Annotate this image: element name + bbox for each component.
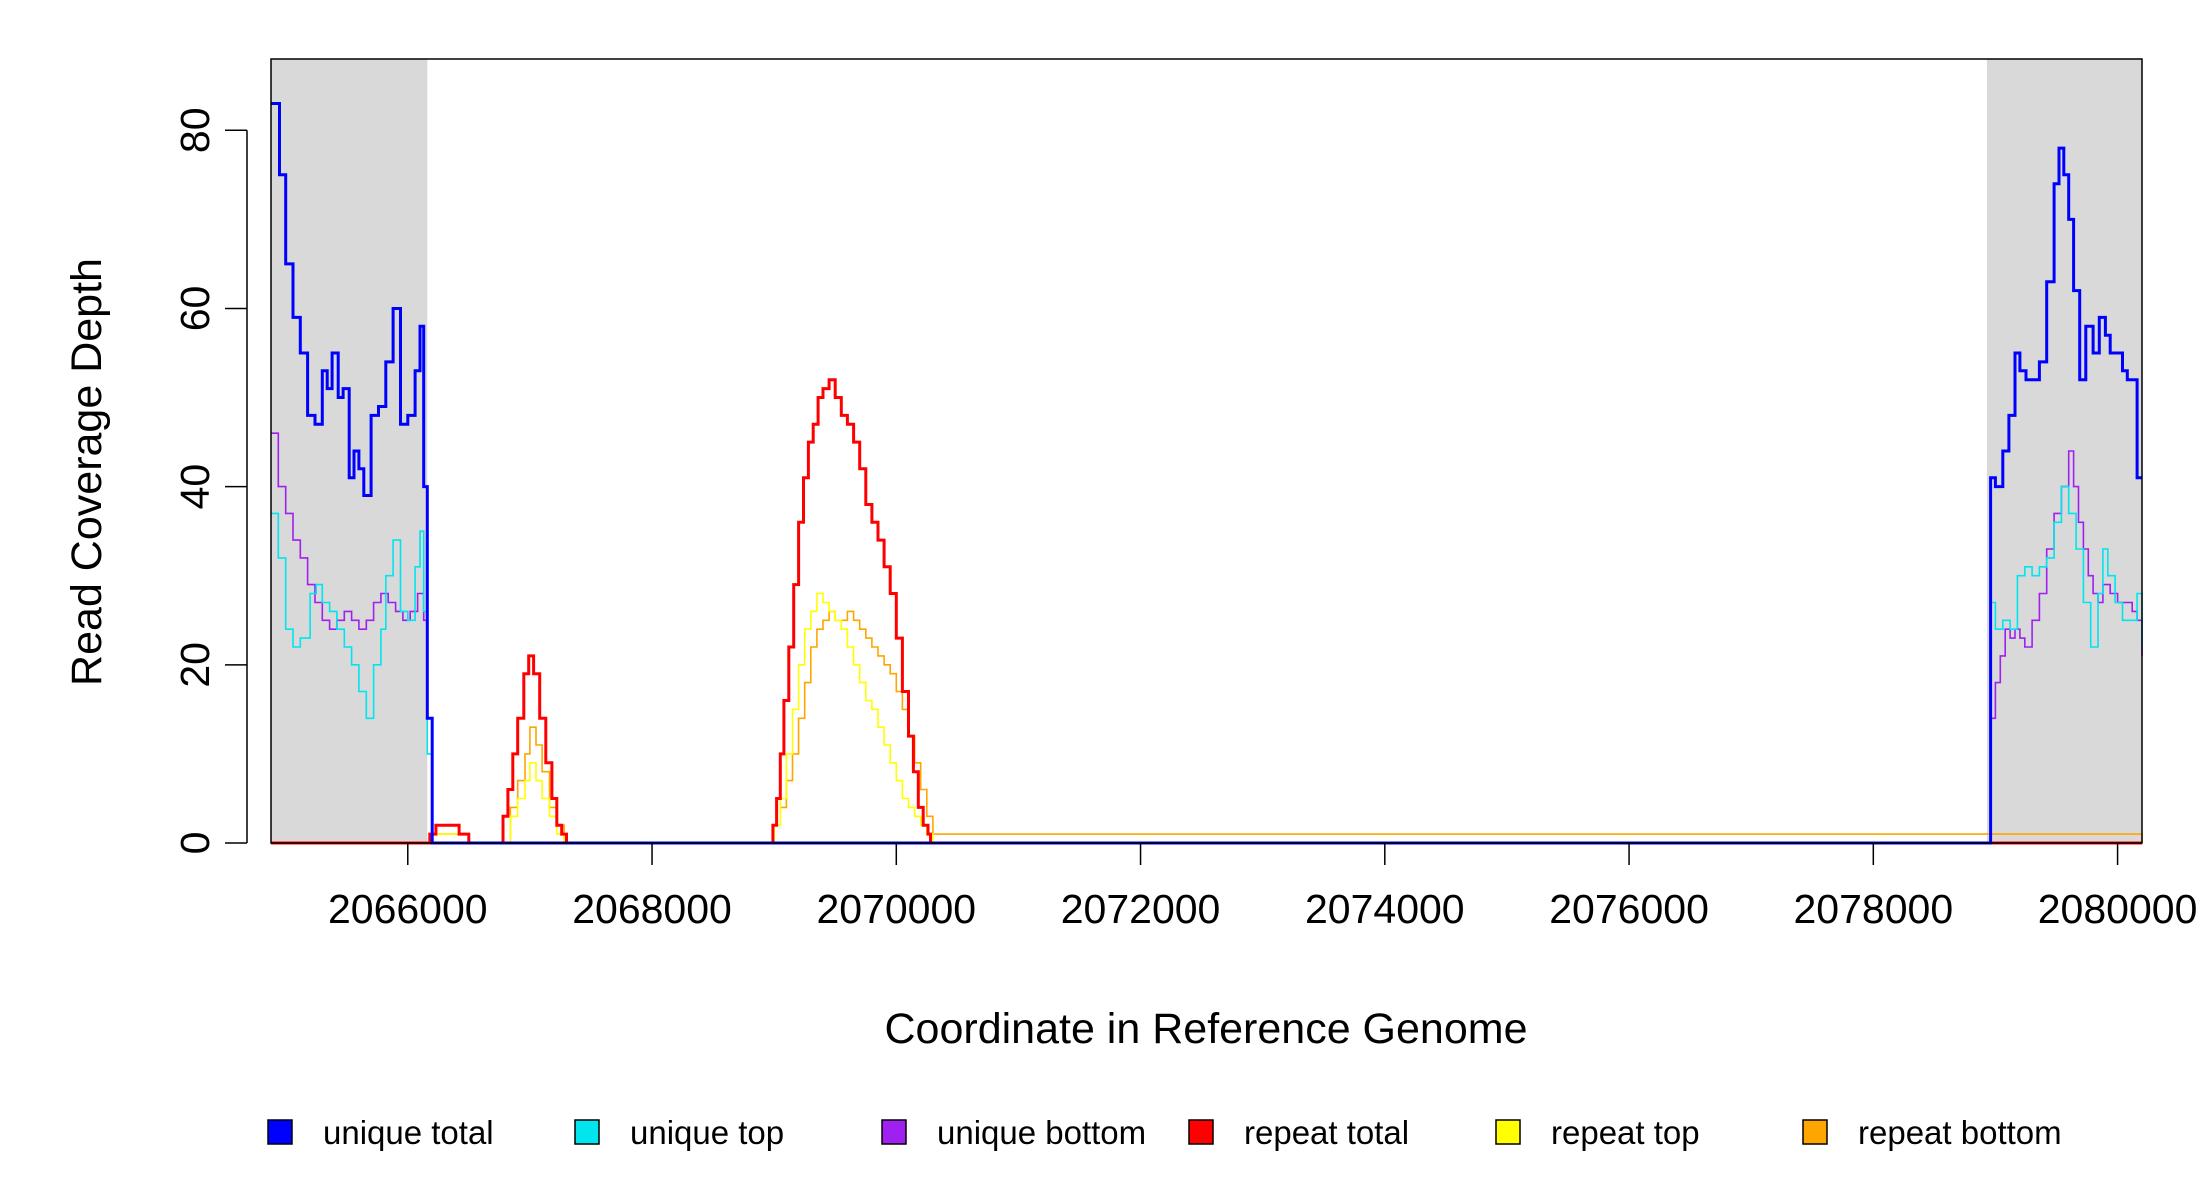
- y-axis: 0 20 40 60 80: [172, 107, 248, 855]
- x-axis: 2066000 2068000 2070000 2072000 2074000 20760…: [328, 843, 2197, 932]
- legend-label-repeat-total: repeat total: [1244, 1114, 1409, 1151]
- x-tick-label: 2066000: [328, 886, 488, 932]
- x-tick-label: 2078000: [1794, 886, 1954, 932]
- shaded-regions: [271, 59, 2142, 843]
- y-axis-label: Read Coverage Depth: [63, 258, 111, 686]
- plot-frame: [270, 58, 2143, 844]
- x-tick-label: 2070000: [816, 886, 976, 932]
- y-tick-label: 40: [172, 464, 218, 510]
- legend-label-unique-top: unique top: [630, 1114, 784, 1151]
- series-line-repeat-total: [271, 378, 2142, 845]
- series-line-unique-total: [271, 102, 2142, 845]
- series-line-repeat-bottom: [271, 610, 2143, 844]
- x-tick-label: 2072000: [1061, 886, 1221, 932]
- legend-label-repeat-top: repeat top: [1551, 1114, 1700, 1151]
- shaded-region-2: [1986, 59, 2142, 843]
- x-tick-label: 2076000: [1549, 886, 1709, 932]
- legend-label-repeat-bottom: repeat bottom: [1858, 1114, 2062, 1151]
- series-line-repeat-top: [271, 592, 2142, 844]
- legend-swatch-unique-bottom: [881, 1119, 907, 1145]
- y-tick-label: 0: [172, 832, 218, 855]
- y-tick-label: 80: [172, 107, 218, 153]
- legend-swatch-repeat-total: [1188, 1119, 1214, 1145]
- legend-label-unique-bottom: unique bottom: [937, 1114, 1146, 1151]
- series-lines: [271, 102, 2143, 845]
- x-axis-label: Coordinate in Reference Genome: [885, 1005, 1528, 1053]
- legend-swatch-unique-total: [267, 1119, 293, 1145]
- x-tick-label: 2080000: [2038, 886, 2198, 932]
- legend-swatch-unique-top: [574, 1119, 600, 1145]
- x-tick-label: 2068000: [572, 886, 732, 932]
- x-tick-label: 2074000: [1305, 886, 1465, 932]
- legend: unique total unique top unique bottom repea…: [267, 1114, 2062, 1151]
- series-line-unique-bottom: [271, 432, 2143, 844]
- y-tick-label: 60: [172, 286, 218, 332]
- y-tick-label: 20: [172, 642, 218, 688]
- legend-swatch-repeat-top: [1495, 1119, 1521, 1145]
- legend-swatch-repeat-bottom: [1802, 1119, 1828, 1145]
- legend-label-unique-total: unique total: [323, 1114, 494, 1151]
